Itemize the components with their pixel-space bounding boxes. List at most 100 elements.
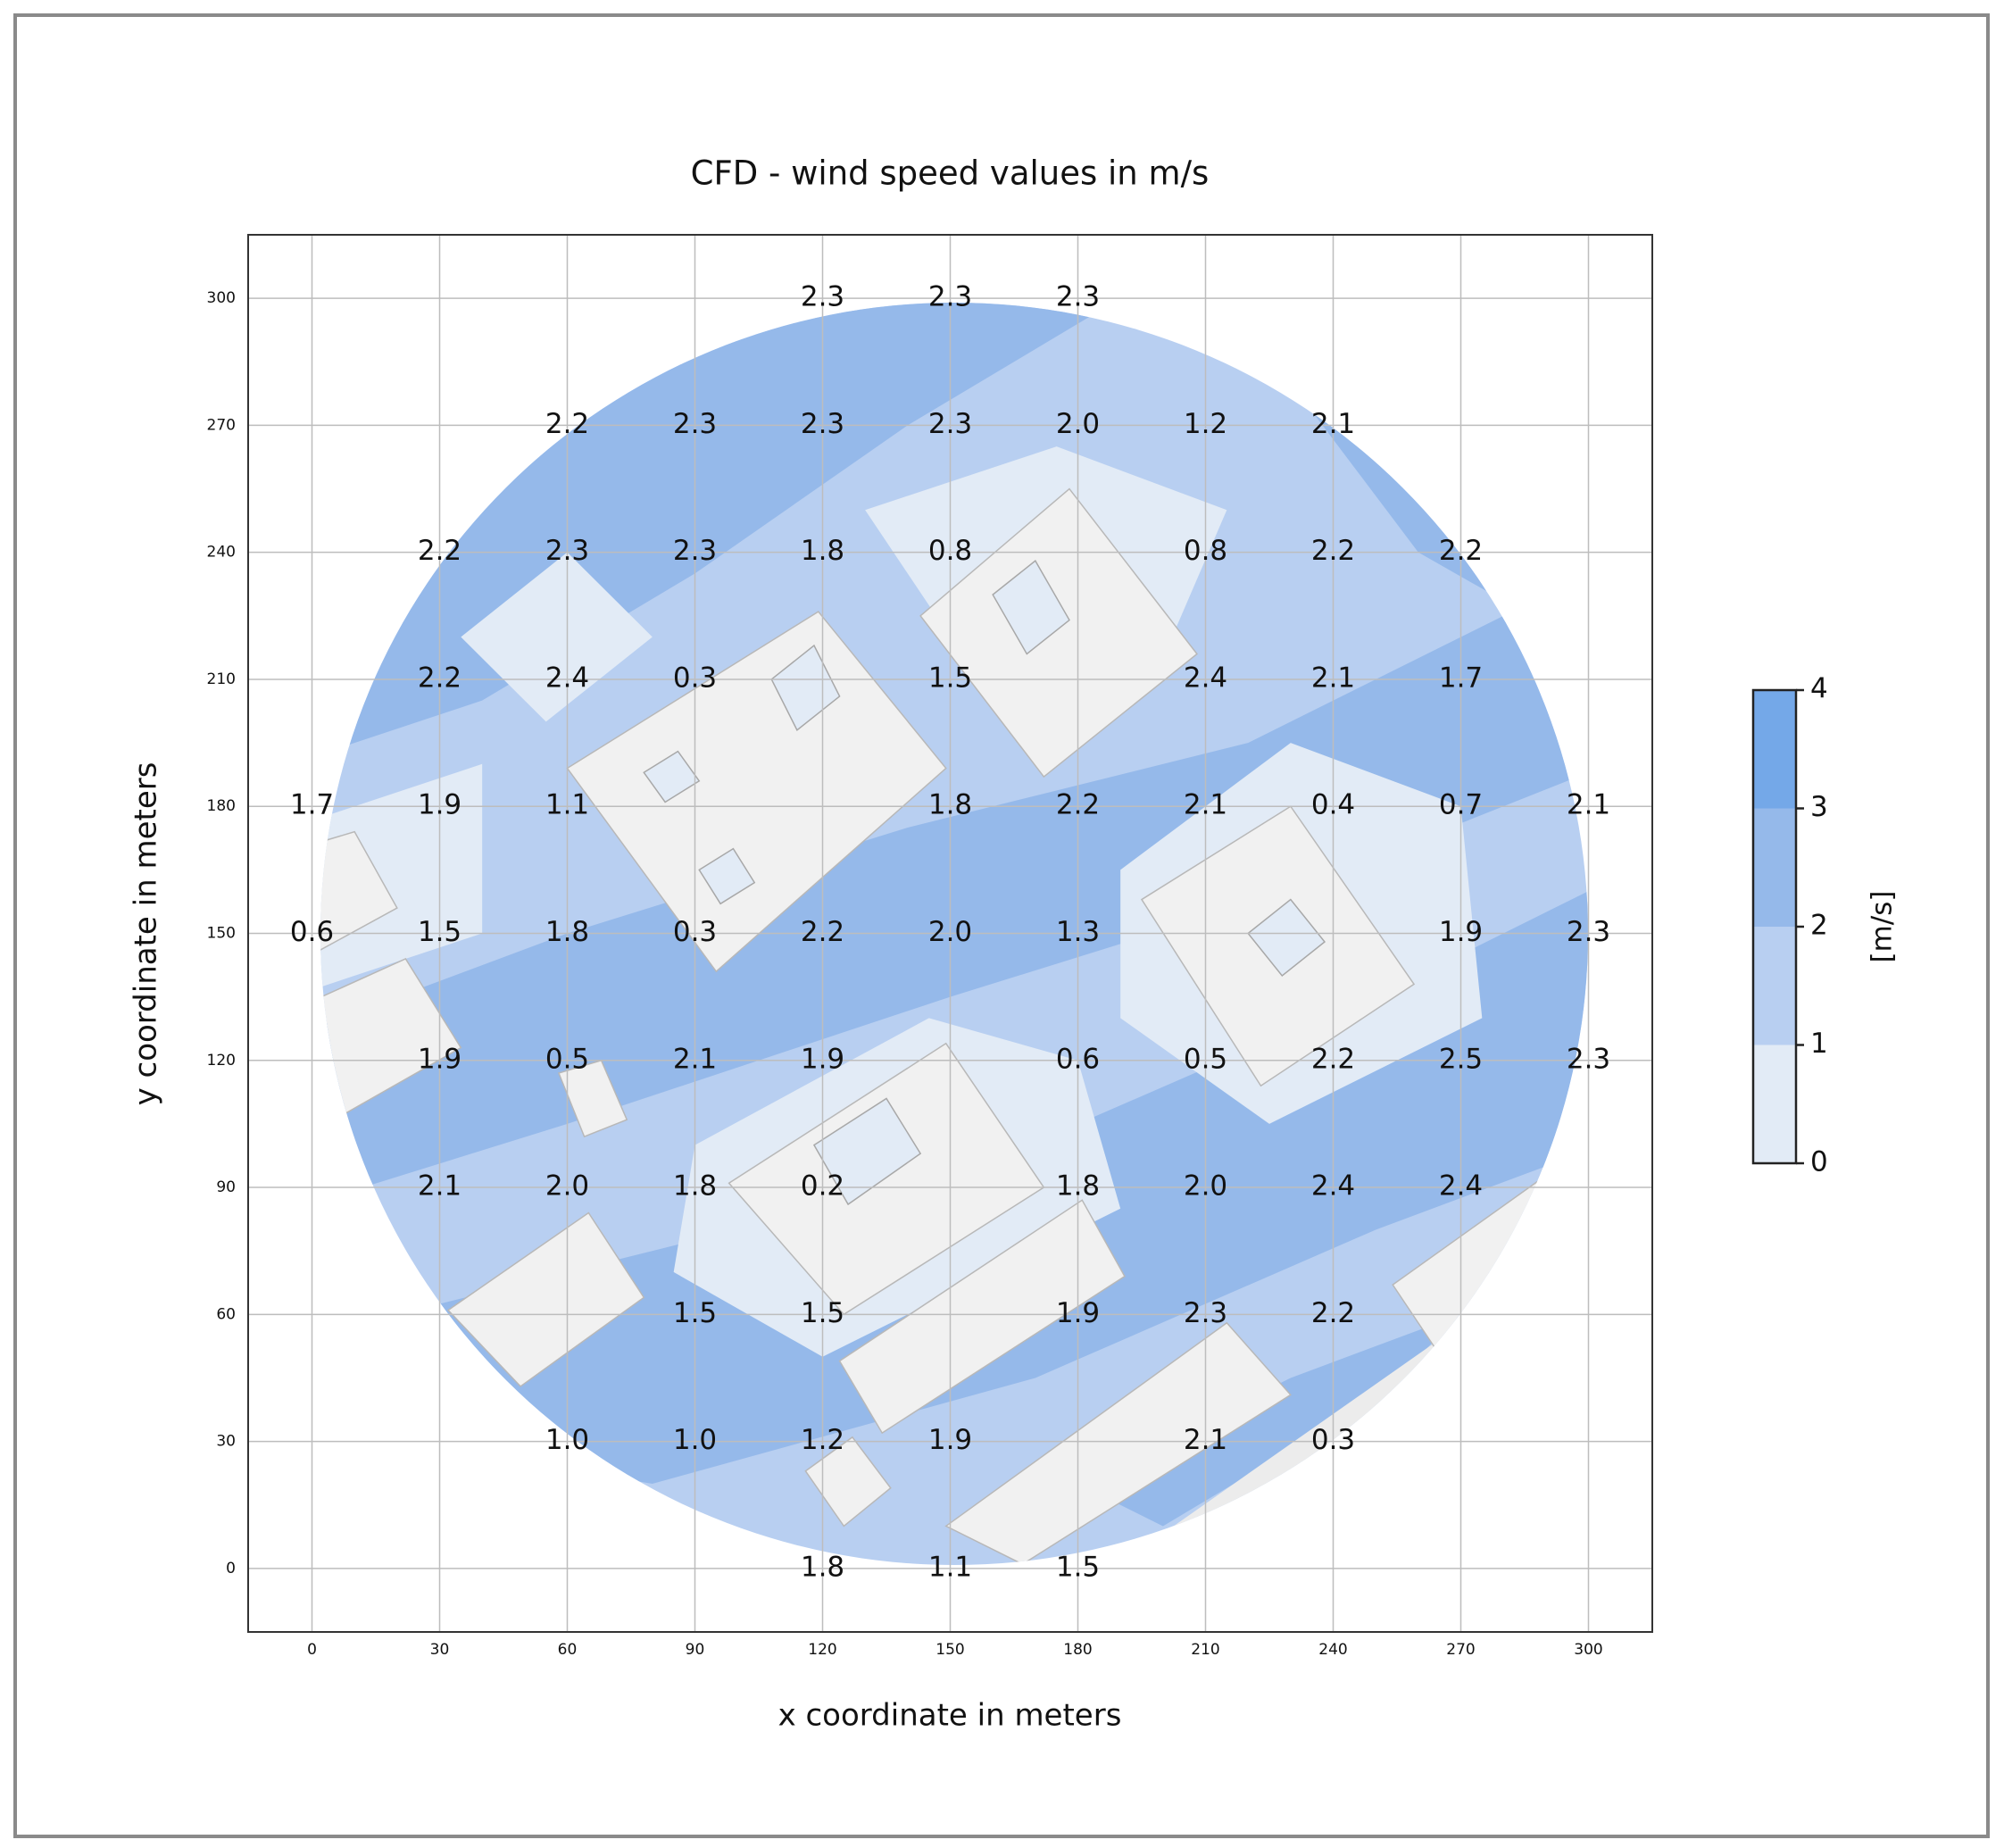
wind-speed-label: 1.7 bbox=[290, 789, 334, 821]
x-tick-label: 60 bbox=[558, 1641, 578, 1659]
wind-speed-label: 2.3 bbox=[1184, 1297, 1227, 1329]
colorbar-tick-label: 3 bbox=[1810, 791, 1828, 823]
y-axis-label: y coordinate in meters bbox=[129, 762, 164, 1106]
wind-speed-label: 2.2 bbox=[545, 408, 589, 440]
wind-speed-label: 1.2 bbox=[801, 1424, 844, 1456]
plot-frame bbox=[247, 234, 1653, 1633]
wind-speed-label: 0.5 bbox=[1184, 1043, 1227, 1075]
x-tick-label: 210 bbox=[1191, 1641, 1219, 1659]
wind-speed-label: 1.1 bbox=[928, 1551, 972, 1583]
wind-speed-label: 1.8 bbox=[801, 1551, 844, 1583]
y-tick-label: 90 bbox=[216, 1178, 236, 1196]
wind-speed-label: 0.2 bbox=[801, 1170, 844, 1203]
wind-speed-label: 2.4 bbox=[1311, 1170, 1355, 1203]
y-tick-label: 180 bbox=[207, 797, 236, 815]
wind-speed-label: 1.5 bbox=[1056, 1551, 1100, 1583]
courtyard bbox=[1247, 898, 1326, 977]
wind-speed-label: 2.1 bbox=[418, 1170, 462, 1203]
wind-speed-label: 0.6 bbox=[1056, 1043, 1100, 1075]
wind-speed-label: 2.2 bbox=[801, 916, 844, 948]
courtyard bbox=[698, 847, 756, 905]
colorbar-band bbox=[1753, 808, 1796, 927]
speed-zone bbox=[320, 510, 1588, 1230]
colorbar-band bbox=[1753, 690, 1796, 809]
wind-speed-label: 2.0 bbox=[1184, 1170, 1227, 1203]
x-tick-label: 0 bbox=[307, 1641, 317, 1659]
x-tick-label: 120 bbox=[808, 1641, 836, 1659]
wind-speed-label: 0.5 bbox=[545, 1043, 589, 1075]
wind-speed-label: 2.1 bbox=[673, 1043, 717, 1075]
wind-speed-label: 0.3 bbox=[673, 662, 717, 694]
courtyard bbox=[812, 1097, 922, 1206]
wind-speed-label: 2.1 bbox=[1311, 408, 1355, 440]
wind-speed-label: 2.4 bbox=[1439, 1170, 1483, 1203]
wind-speed-label: 2.3 bbox=[928, 408, 972, 440]
wind-speed-label: 2.1 bbox=[1184, 1424, 1227, 1456]
chart-title: CFD - wind speed values in m/s bbox=[691, 154, 1210, 193]
building bbox=[320, 958, 462, 1134]
wind-speed-label: 2.2 bbox=[1311, 1043, 1355, 1075]
wind-speed-label: 1.8 bbox=[801, 535, 844, 567]
wind-speed-label: 0.8 bbox=[1184, 535, 1227, 567]
grid bbox=[248, 235, 1652, 1632]
wind-speed-label: 2.2 bbox=[1311, 1297, 1355, 1329]
wind-speed-label: 1.5 bbox=[673, 1297, 717, 1329]
colorbar-band bbox=[1753, 1045, 1796, 1163]
y-tick-label: 30 bbox=[216, 1433, 236, 1451]
wind-speed-label: 1.8 bbox=[545, 916, 589, 948]
wind-speed-label: 1.5 bbox=[928, 662, 972, 694]
wind-speed-label: 2.3 bbox=[801, 408, 844, 440]
building bbox=[804, 1436, 892, 1528]
wind-speed-label: 1.0 bbox=[673, 1424, 717, 1456]
courtyard bbox=[643, 750, 701, 803]
wind-speed-label: 1.2 bbox=[1184, 408, 1227, 440]
wind-speed-label: 2.0 bbox=[928, 916, 972, 948]
y-tick-label: 240 bbox=[207, 544, 236, 562]
x-axis-label: x coordinate in meters bbox=[778, 1698, 1122, 1734]
colorbar-tick-label: 0 bbox=[1810, 1146, 1828, 1178]
wind-speed-label: 2.3 bbox=[928, 281, 972, 313]
wind-speed-label: 1.5 bbox=[418, 916, 462, 948]
building bbox=[320, 830, 398, 956]
x-tick-label: 270 bbox=[1446, 1641, 1475, 1659]
wind-speed-label: 1.8 bbox=[1056, 1170, 1100, 1203]
wind-speed-label: 0.3 bbox=[1311, 1424, 1355, 1456]
y-tick-label: 120 bbox=[207, 1052, 236, 1070]
wind-speed-label: 1.8 bbox=[673, 1170, 717, 1203]
wind-speed-label: 2.0 bbox=[545, 1170, 589, 1203]
wind-speed-label: 2.3 bbox=[673, 535, 717, 567]
wind-speed-label: 2.3 bbox=[673, 408, 717, 440]
wind-speed-label: 2.3 bbox=[801, 281, 844, 313]
building bbox=[919, 487, 1199, 778]
wind-speed-label: 1.1 bbox=[545, 789, 589, 821]
wind-speed-label: 2.2 bbox=[1056, 789, 1100, 821]
wind-speed-label: 2.2 bbox=[418, 662, 462, 694]
y-tick-label: 150 bbox=[207, 925, 236, 943]
wind-speed-label: 2.1 bbox=[1184, 789, 1227, 821]
building bbox=[838, 1199, 1126, 1435]
wind-speed-label: 2.2 bbox=[1439, 535, 1483, 567]
x-tick-label: 30 bbox=[430, 1641, 450, 1659]
wind-speed-label: 1.9 bbox=[1056, 1297, 1100, 1329]
colorbar-tick-label: 2 bbox=[1810, 910, 1828, 942]
building bbox=[566, 611, 947, 973]
wind-speed-label: 1.0 bbox=[545, 1424, 589, 1456]
wind-speed-label: 0.7 bbox=[1439, 789, 1483, 821]
speed-zone bbox=[1077, 1314, 1461, 1527]
wind-speed-label: 2.1 bbox=[1567, 789, 1610, 821]
wind-speed-label: 0.4 bbox=[1311, 789, 1355, 821]
colorbar-label: [m/s] bbox=[1867, 891, 1899, 963]
wind-speed-label: 2.3 bbox=[1567, 916, 1610, 948]
wind-speed-label: 1.9 bbox=[801, 1043, 844, 1075]
building bbox=[557, 1059, 628, 1138]
wind-speed-label: 1.9 bbox=[1439, 916, 1483, 948]
x-tick-label: 300 bbox=[1574, 1641, 1602, 1659]
wind-speed-label: 1.3 bbox=[1056, 916, 1100, 948]
wind-speed-label: 2.1 bbox=[1311, 662, 1355, 694]
wind-speed-label: 2.3 bbox=[545, 535, 589, 567]
wind-speed-label: 0.3 bbox=[673, 916, 717, 948]
colorbar-tick-label: 4 bbox=[1810, 673, 1828, 705]
building bbox=[446, 1211, 645, 1387]
colorbar-tick-label: 1 bbox=[1810, 1028, 1828, 1060]
